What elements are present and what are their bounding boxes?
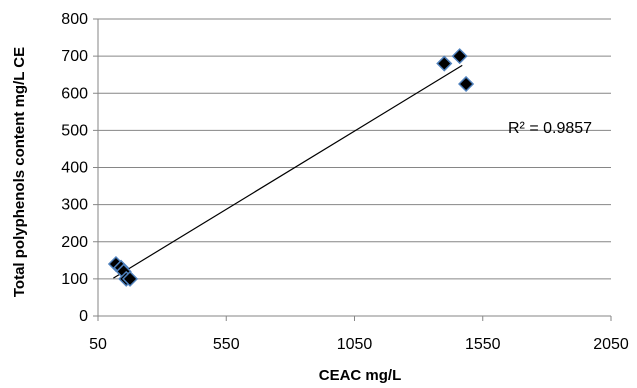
y-axis-title: Total polyphenols content mg/L CE [11, 47, 28, 297]
y-tick-label: 0 [79, 308, 88, 325]
x-tick-labels: 50 550 1050 1550 2050 [89, 336, 629, 353]
x-tick-label: 50 [89, 336, 107, 353]
y-tick-label: 600 [61, 85, 88, 102]
y-tick-label: 300 [61, 197, 88, 214]
y-tick-label: 800 [61, 11, 88, 28]
r-squared-annotation: R² = 0.9857 [508, 120, 592, 137]
x-tick-label: 550 [213, 336, 240, 353]
x-axis-title: CEAC mg/L [319, 367, 402, 384]
data-point [122, 270, 139, 287]
trendline-layer [113, 64, 463, 279]
y-tick-label: 200 [61, 234, 88, 251]
gridlines [98, 18, 611, 280]
y-tick-label: 400 [61, 160, 88, 177]
x-tick-label: 1050 [337, 336, 373, 353]
axes [93, 18, 612, 321]
y-tick-label: 700 [61, 48, 88, 65]
x-tick-label: 1550 [465, 336, 501, 353]
y-tick-label: 500 [61, 122, 88, 139]
x-tick-label: 2050 [593, 336, 629, 353]
data-point [458, 75, 475, 93]
data-point [451, 48, 468, 65]
y-tick-label: 100 [61, 271, 88, 288]
data-points [107, 48, 475, 287]
data-point [436, 55, 453, 72]
trendline [113, 64, 463, 279]
y-tick-labels: 0 100 200 300 400 500 600 700 800 [61, 11, 88, 325]
